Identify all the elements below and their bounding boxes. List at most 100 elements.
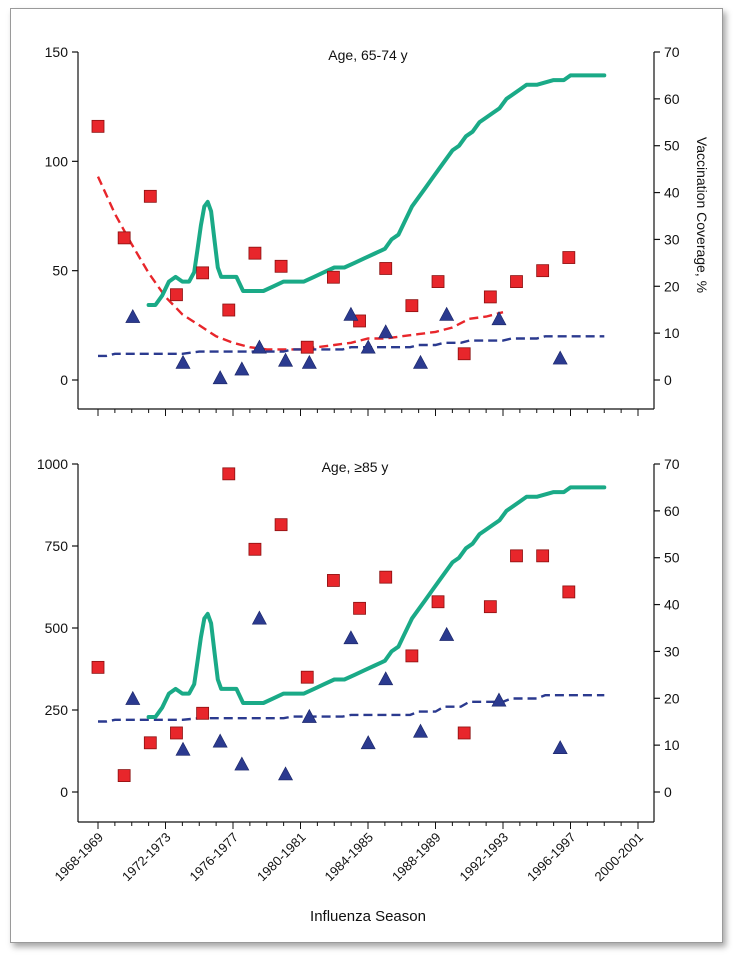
red-square-point (300, 340, 314, 354)
red-square-point (196, 266, 210, 280)
right-tick-label: 30 (664, 231, 680, 247)
x-tick-label: 1968-1969 (52, 830, 107, 885)
left-tick-label: 50 (52, 263, 68, 279)
red-trend-line (96, 176, 504, 351)
red-square-point (483, 290, 497, 304)
blue-triangle-point (125, 690, 141, 705)
x-tick-label: 1976-1977 (187, 830, 242, 885)
blue-triangle-point (343, 306, 359, 321)
red-square-point (91, 119, 105, 133)
right-axis-label: Vaccination Coverage, % (694, 137, 710, 293)
red-square-point (431, 275, 445, 289)
right-tick-label: 20 (664, 690, 680, 706)
x-tick-label: 1972-1973 (119, 830, 174, 885)
right-tick-label: 60 (664, 91, 680, 107)
right-tick-label: 10 (664, 325, 680, 341)
red-square-point (170, 726, 183, 740)
left-tick-label: 100 (45, 153, 69, 169)
blue-triangle-point (360, 339, 376, 354)
left-tick-label: 500 (45, 620, 69, 636)
blue-triangle-point (413, 354, 429, 369)
x-tick-label: 1988-1989 (389, 830, 444, 885)
red-square-point (274, 518, 288, 532)
red-square-point (536, 264, 550, 278)
blue-baseline-line (98, 335, 605, 358)
x-axis-label: Influenza Season (310, 908, 426, 925)
red-square-point (300, 670, 314, 684)
red-square-point (562, 251, 576, 264)
blue-triangle-point (234, 756, 250, 771)
red-square-point (483, 600, 497, 614)
right-tick-label: 10 (664, 737, 680, 753)
vaccination-coverage-line (146, 73, 607, 307)
blue-triangle-point (301, 708, 317, 723)
left-tick-label: 750 (45, 538, 69, 554)
blue-triangle-point (251, 610, 267, 625)
blue-triangle-point (175, 741, 191, 756)
blue-triangle-point (360, 735, 376, 750)
right-tick-label: 70 (664, 44, 680, 60)
red-square-point (143, 189, 157, 203)
red-square-point (510, 275, 523, 289)
red-square-point (170, 288, 183, 302)
right-tick-label: 40 (664, 597, 680, 613)
left-tick-label: 0 (60, 372, 68, 388)
red-square-point (222, 303, 236, 317)
blue-baseline-line (98, 694, 605, 723)
blue-triangle-point (278, 352, 294, 367)
right-tick-label: 50 (664, 550, 680, 566)
blue-triangle-point (301, 354, 317, 369)
right-tick-label: 70 (664, 456, 680, 472)
right-tick-label: 20 (664, 278, 680, 294)
red-square-point (405, 299, 419, 313)
red-square-point (379, 262, 393, 275)
red-square-point (117, 231, 131, 245)
blue-triangle-point (491, 311, 507, 326)
right-tick-label: 50 (664, 138, 680, 154)
red-square-point (222, 467, 236, 481)
blue-triangle-point (278, 766, 294, 781)
x-tick-label: 1980-1981 (254, 830, 309, 885)
panel-title-top: Age, 65-74 y (328, 47, 407, 63)
blue-triangle-point (552, 350, 568, 365)
right-tick-label: 0 (664, 784, 672, 800)
red-square-point (248, 246, 262, 260)
red-square-point (431, 595, 445, 609)
right-tick-label: 40 (664, 185, 680, 201)
right-tick-label: 60 (664, 503, 680, 519)
blue-triangle-point (125, 308, 141, 323)
left-tick-label: 0 (60, 784, 68, 800)
left-tick-label: 150 (45, 44, 69, 60)
red-square-point (196, 706, 210, 720)
blue-triangle-point (175, 354, 191, 369)
red-square-point (143, 736, 157, 750)
x-tick-label: 1996-1997 (524, 830, 579, 885)
blue-triangle-point (413, 723, 429, 738)
blue-triangle-point (378, 671, 394, 686)
red-square-point (457, 347, 471, 361)
panel-title-bottom: Age, ≥85 y (322, 459, 389, 475)
red-square-point (457, 726, 471, 740)
blue-triangle-point (212, 733, 228, 748)
left-tick-label: 1000 (37, 456, 68, 472)
red-square-point (405, 649, 419, 663)
red-square-point (117, 769, 131, 782)
figure-frame (10, 8, 723, 943)
red-square-point (274, 259, 288, 273)
blue-triangle-point (552, 740, 568, 755)
red-square-point (248, 542, 262, 556)
right-tick-label: 30 (664, 643, 680, 659)
x-axis: Influenza Season 1968-1969 1972-1973 1976-… (52, 830, 647, 925)
panel-top: Age, 65-74 y Vaccination Coverage, % 0 50… (45, 44, 710, 416)
x-tick-label: 1992-1993 (457, 830, 512, 885)
blue-triangle-point (234, 361, 250, 376)
left-tick-label: 250 (45, 702, 69, 718)
red-square-point (327, 574, 340, 587)
blue-triangle-point (251, 339, 267, 354)
red-square-point (562, 585, 576, 599)
x-tick-label: 2000-2001 (592, 830, 647, 885)
red-square-point (353, 601, 366, 615)
blue-triangle-point (212, 370, 228, 385)
blue-triangle-point (491, 692, 507, 707)
